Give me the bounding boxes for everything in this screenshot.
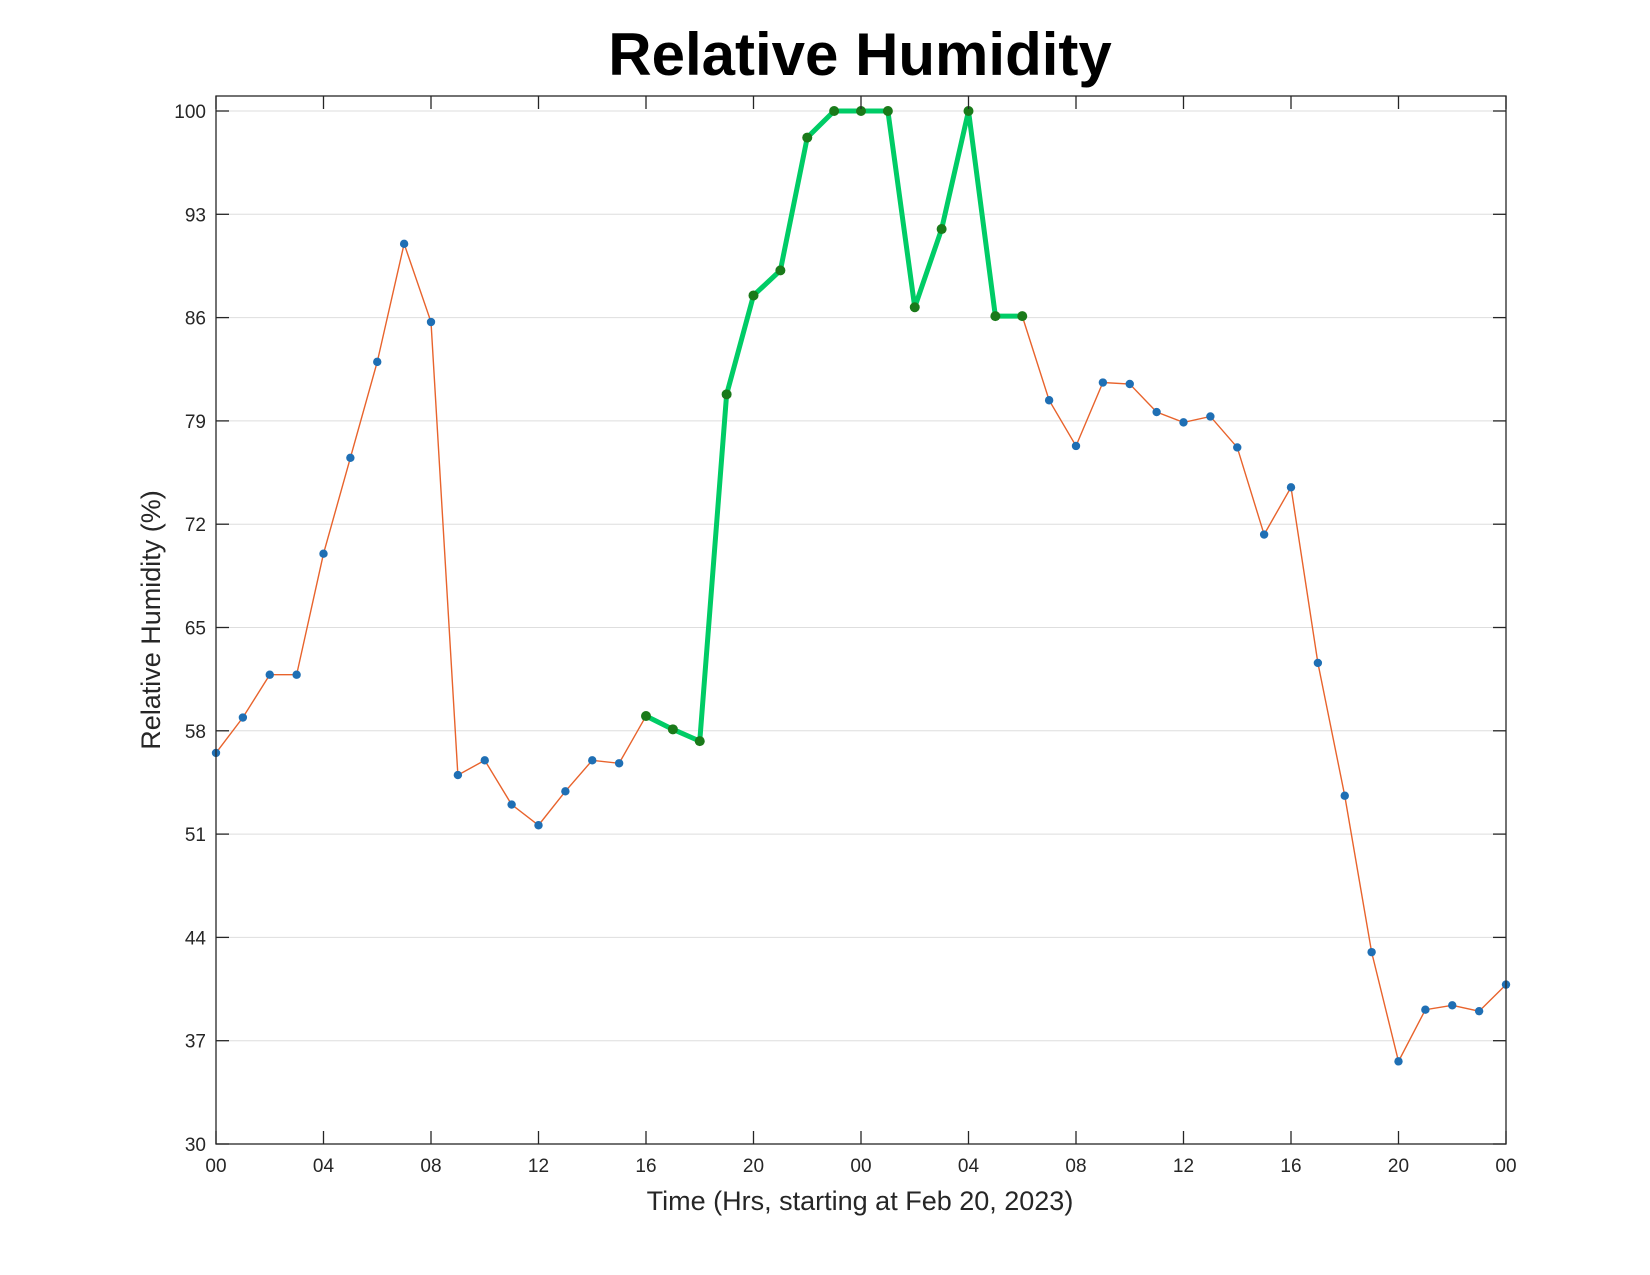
data-point bbox=[346, 453, 355, 462]
grid-lines bbox=[216, 110, 1506, 1042]
highlight-data-point bbox=[909, 302, 920, 313]
y-tick-label: 51 bbox=[185, 825, 206, 846]
data-point bbox=[1098, 378, 1108, 387]
highlight-data-point bbox=[936, 224, 947, 235]
x-tick-label: 08 bbox=[1065, 1156, 1086, 1177]
data-point bbox=[480, 756, 489, 765]
x-tick-label: 04 bbox=[313, 1156, 335, 1177]
y-tick-label: 37 bbox=[185, 1032, 206, 1053]
highlight-line bbox=[643, 108, 1025, 744]
y-tick-label: 58 bbox=[185, 722, 206, 743]
highlight-data-point bbox=[829, 106, 840, 116]
highlight-data-point bbox=[775, 265, 786, 276]
series-layer bbox=[211, 106, 1511, 1066]
highlight-data-point bbox=[856, 106, 866, 116]
data-point bbox=[1448, 1001, 1457, 1010]
data-point bbox=[1421, 1005, 1430, 1014]
highlight-data-point bbox=[882, 106, 893, 116]
data-point bbox=[1313, 658, 1323, 668]
x-tick-label: 16 bbox=[1280, 1156, 1301, 1177]
data-point bbox=[534, 821, 543, 830]
data-point bbox=[319, 549, 328, 558]
x-axis-label: Time (Hrs, starting at Feb 20, 2023) bbox=[647, 1186, 1074, 1216]
highlight-data-point bbox=[990, 311, 1001, 322]
data-point bbox=[1340, 791, 1349, 800]
data-point bbox=[1394, 1057, 1403, 1066]
data-point bbox=[399, 239, 409, 249]
y-tick-label: 93 bbox=[185, 205, 206, 226]
highlight-data-point bbox=[721, 389, 732, 400]
data-point bbox=[1233, 443, 1242, 452]
highlight-data-point bbox=[748, 290, 759, 301]
y-tick-label: 30 bbox=[185, 1135, 206, 1156]
data-point bbox=[1259, 530, 1269, 539]
y-tick-label: 72 bbox=[185, 515, 206, 536]
data-point bbox=[1125, 379, 1134, 389]
data-point bbox=[265, 670, 274, 679]
data-point bbox=[453, 770, 463, 780]
data-point bbox=[292, 670, 301, 679]
y-tick-label: 86 bbox=[185, 309, 206, 330]
y-axis-label: Relative Humidity (%) bbox=[136, 490, 166, 750]
data-point bbox=[1152, 407, 1161, 417]
highlight-data-point bbox=[641, 711, 651, 722]
data-point bbox=[561, 787, 570, 796]
data-point bbox=[238, 713, 248, 722]
series-line bbox=[215, 110, 1507, 1064]
y-tick-label: 100 bbox=[174, 102, 206, 123]
y-tick-label: 79 bbox=[185, 412, 206, 433]
data-point bbox=[1367, 947, 1376, 957]
data-point bbox=[588, 756, 597, 765]
data-point bbox=[1179, 418, 1188, 427]
data-point bbox=[1286, 483, 1296, 492]
y-tick-label: 65 bbox=[185, 619, 206, 640]
plot-frame bbox=[215, 95, 1507, 1145]
data-point bbox=[1044, 396, 1054, 405]
data-point bbox=[426, 317, 436, 327]
highlight-data-point bbox=[802, 132, 813, 143]
x-tick-label: 12 bbox=[1173, 1156, 1194, 1177]
x-tick-label: 00 bbox=[205, 1156, 226, 1177]
x-tick-label: 12 bbox=[528, 1156, 549, 1177]
highlight-data-point bbox=[694, 736, 705, 747]
x-tick-label: 00 bbox=[1495, 1156, 1516, 1177]
x-tick-labels: 00 04 08 12 16 20 00 04 08 12 16 20 00 bbox=[205, 1156, 1516, 1177]
x-tick-label: 20 bbox=[1388, 1156, 1409, 1177]
x-tick-label: 08 bbox=[420, 1156, 441, 1177]
data-point bbox=[1071, 441, 1081, 451]
x-tick-label: 04 bbox=[958, 1156, 980, 1177]
x-tick-label: 00 bbox=[850, 1156, 871, 1177]
y-tick-label: 44 bbox=[185, 928, 207, 949]
highlight-data-point bbox=[667, 724, 678, 735]
x-tick-label: 20 bbox=[743, 1156, 764, 1177]
data-point bbox=[373, 357, 382, 367]
data-point bbox=[614, 759, 624, 768]
data-point bbox=[507, 800, 516, 809]
highlight-data-point bbox=[963, 106, 974, 116]
data-point bbox=[1206, 412, 1215, 421]
x-tick-label: 16 bbox=[635, 1156, 656, 1177]
tick-marks bbox=[215, 96, 1507, 1145]
chart-title: Relative Humidity bbox=[608, 21, 1112, 88]
highlight-data-point bbox=[1017, 311, 1028, 322]
y-tick-labels: 30 37 44 51 58 65 72 79 86 93 100 bbox=[174, 102, 206, 1156]
data-point bbox=[1474, 1006, 1484, 1016]
